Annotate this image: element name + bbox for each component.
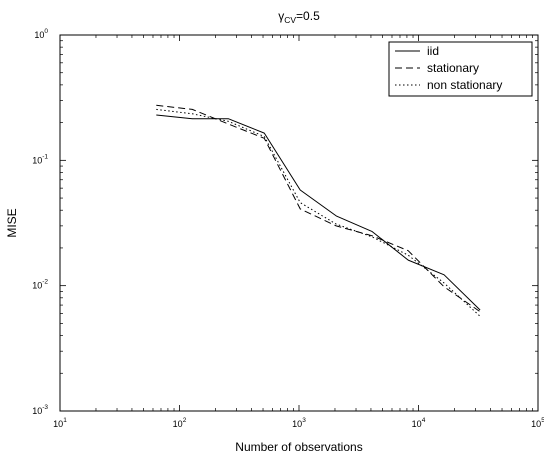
- x-axis: 101 102 103 104 105: [53, 35, 544, 429]
- y-axis-label: MISE: [5, 208, 19, 237]
- legend-label-non-stationary: non stationary: [427, 78, 502, 92]
- plot-area: [59, 34, 539, 412]
- x-tick-label: 103: [292, 417, 306, 429]
- title-suffix: =0.5: [296, 9, 320, 23]
- y-tick-label: 10-3: [32, 404, 48, 416]
- chart-title: γCV=0.5: [278, 9, 320, 25]
- y-tick-label: 100: [34, 28, 48, 40]
- series-line-non-stationary: [156, 108, 481, 317]
- title-subscript: CV: [284, 15, 296, 25]
- y-axis: 10-3 10-2 10-1 100: [32, 28, 538, 416]
- y-tick-label: 10-1: [32, 153, 48, 165]
- x-tick-label: 104: [412, 417, 426, 429]
- series-line-iid: [156, 114, 481, 311]
- series-line-stationary: [156, 104, 481, 313]
- x-tick-label: 101: [53, 417, 67, 429]
- legend-label-stationary: stationary: [427, 61, 479, 75]
- title-symbol: γ: [278, 9, 284, 23]
- x-axis-label: Number of observations: [235, 440, 362, 454]
- x-tick-label: 105: [531, 417, 544, 429]
- legend: iid stationary non stationary: [388, 41, 533, 97]
- y-tick-label: 10-2: [32, 279, 48, 291]
- series-layer: [156, 104, 481, 317]
- legend-label-iid: iid: [427, 44, 439, 58]
- x-tick-label: 102: [173, 417, 187, 429]
